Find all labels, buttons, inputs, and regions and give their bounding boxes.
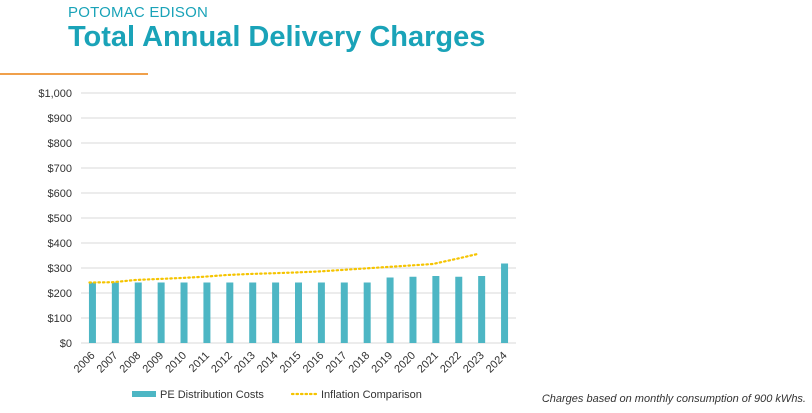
y-tick-label: $800: [48, 138, 72, 150]
y-tick-label: $400: [48, 238, 72, 250]
x-tick-label: 2013: [232, 350, 258, 376]
x-tick-label: 2007: [95, 350, 121, 376]
x-tick-label: 2018: [347, 350, 373, 376]
bar: [226, 282, 234, 343]
legend-swatch-bar: [132, 391, 156, 397]
bar: [478, 276, 486, 343]
x-tick-label: 2010: [163, 350, 189, 376]
bar: [455, 276, 463, 343]
bar: [180, 282, 188, 343]
bar: [111, 282, 119, 343]
x-tick-label: 2011: [187, 350, 212, 375]
bar: [272, 282, 280, 343]
y-tick-label: $700: [48, 163, 72, 175]
bar: [134, 282, 142, 343]
bar: [409, 276, 417, 343]
y-tick-label: $500: [48, 213, 72, 225]
x-tick-label: 2006: [72, 350, 98, 376]
y-tick-label: $300: [48, 263, 72, 275]
x-tick-label: 2017: [324, 350, 350, 376]
x-tick-label: 2020: [392, 350, 418, 376]
x-tick-label: 2024: [484, 350, 510, 376]
accent-divider: [0, 73, 148, 75]
company-name: POTOMAC EDISON: [68, 4, 209, 21]
x-tick-label: 2015: [278, 350, 304, 376]
y-tick-label: $600: [48, 188, 72, 200]
x-tick-label: 2019: [369, 350, 395, 376]
bar: [501, 263, 509, 343]
y-tick-label: $0: [60, 338, 72, 350]
y-tick-label: $200: [48, 288, 72, 300]
y-tick-label: $100: [48, 313, 72, 325]
bar: [295, 282, 302, 343]
bar: [203, 282, 211, 343]
x-tick-label: 2012: [209, 350, 235, 376]
bar: [363, 282, 371, 343]
x-tick-label: 2022: [438, 350, 464, 376]
bar: [317, 282, 325, 343]
bar: [340, 282, 348, 343]
x-tick-label: 2021: [415, 350, 441, 376]
bar: [249, 282, 257, 343]
x-tick-label: 2008: [118, 350, 144, 376]
bar: [386, 277, 394, 343]
bar: [157, 282, 165, 343]
x-tick-label: 2014: [255, 350, 281, 376]
footnote: Charges based on monthly consumption of …: [541, 393, 806, 405]
y-tick-label: $1,000: [38, 88, 72, 100]
chart-header: POTOMAC EDISON Total Annual Delivery Cha…: [68, 4, 485, 53]
bar: [88, 282, 96, 343]
legend-label-inflation: Inflation Comparison: [321, 389, 422, 401]
x-tick-label: 2016: [301, 350, 327, 376]
y-tick-label: $900: [48, 113, 72, 125]
x-tick-label: 2023: [461, 350, 487, 376]
x-tick-label: 2009: [140, 350, 166, 376]
inflation-line: [88, 252, 480, 284]
bar: [432, 276, 440, 343]
legend-label-distribution: PE Distribution Costs: [160, 389, 264, 401]
chart-title: Total Annual Delivery Charges: [68, 21, 486, 53]
